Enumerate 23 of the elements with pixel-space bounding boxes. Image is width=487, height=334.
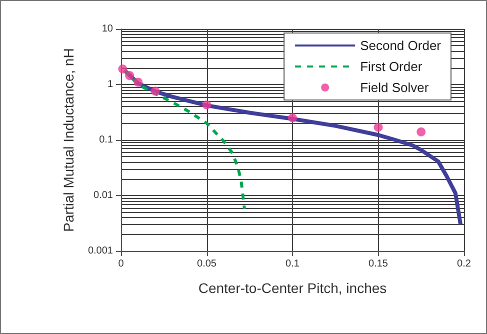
y-tick-label: 10 xyxy=(102,24,114,34)
x-tick-label: 0.2 xyxy=(457,258,472,270)
x-tick-label: 0.1 xyxy=(286,258,300,270)
point xyxy=(202,100,212,110)
y-tick-label: 1 xyxy=(107,79,114,90)
point xyxy=(374,122,383,132)
x-axis-title: Center-to-Center Pitch, inches xyxy=(198,280,387,296)
point xyxy=(150,86,160,96)
y-tick-label: 0.1 xyxy=(99,134,114,146)
y-tick-label: 0.001 xyxy=(88,246,114,256)
y-tick-label: 0.01 xyxy=(94,190,114,201)
legend-label: First Order xyxy=(360,59,423,74)
x-tick-label: 0.05 xyxy=(197,258,217,270)
y-axis-title: Partial Mutual Inductance, nH xyxy=(60,48,76,232)
point xyxy=(288,113,297,122)
point xyxy=(134,78,143,87)
point xyxy=(416,127,426,136)
x-tick-label: 0 xyxy=(118,258,124,270)
point xyxy=(125,71,134,80)
point xyxy=(118,64,128,74)
legend-label: Field Solver xyxy=(360,80,430,95)
legend-label: Second Order xyxy=(360,38,442,53)
x-tick-label: 0.15 xyxy=(368,258,388,270)
